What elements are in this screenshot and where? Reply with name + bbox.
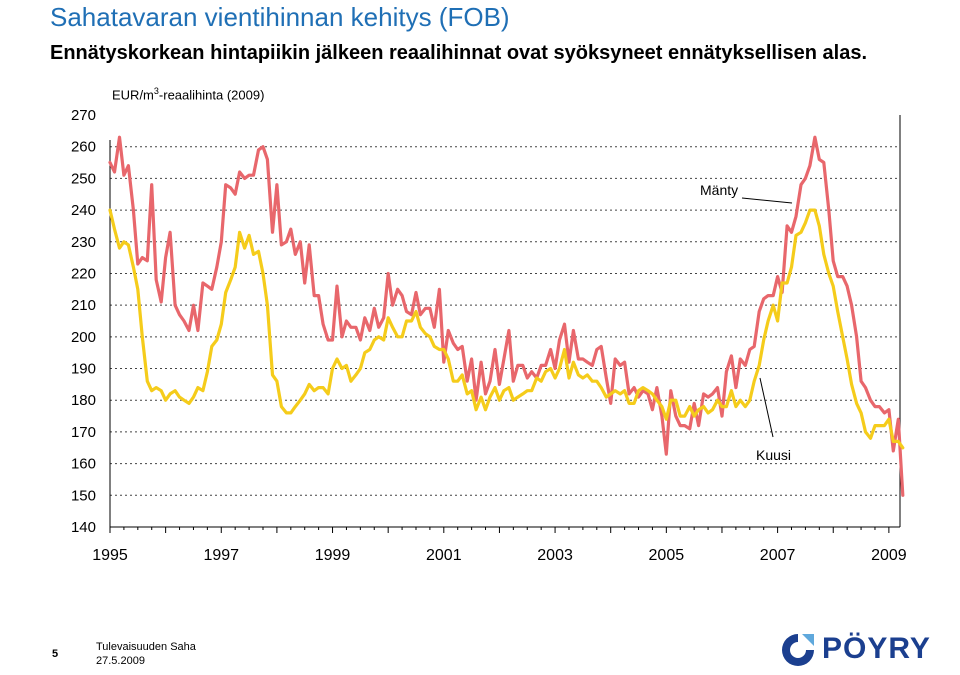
footer-line-1: Tulevaisuuden Saha [96,641,196,653]
y-tick-label: 190 [71,361,96,378]
x-tick-label: 2009 [871,547,907,564]
x-tick-label: 1995 [92,547,128,564]
series-layer [108,135,905,497]
grid-layer [110,146,900,496]
logo-mark-icon [782,634,814,666]
series-line-manty [108,135,905,497]
y-tick-label: 260 [71,139,96,156]
y-tick-label: 250 [71,170,96,187]
x-tick-label: 2007 [760,547,796,564]
x-tick-label: 2003 [537,547,573,564]
x-tick-label: 2005 [649,547,685,564]
y-tick-label: 180 [71,392,96,409]
logo-wordmark: PÖYRY [822,632,931,665]
footer-text: Tulevaisuuden Saha 27.5.2009 [96,640,196,668]
page-subtitle: Ennätyskorkean hintapiikin jälkeen reaal… [50,42,868,64]
footer-line-2: 27.5.2009 [96,655,145,667]
y-tick-label: 140 [71,519,96,536]
y-tick-label: 160 [71,456,96,473]
y-tick-label: 200 [71,329,96,346]
x-tick-label: 2001 [426,547,462,564]
y-tick-label: 230 [71,234,96,251]
x-tick-label: 1999 [315,547,351,564]
y-tick-label: 270 [71,107,96,124]
y-tick-label: 220 [71,265,96,282]
y-tick-label: 150 [71,487,96,504]
axes-layer: 140 150 160 170 180 190 200 210 220 230 240 250 260 2… [71,107,907,564]
y-tick-label: 170 [71,424,96,441]
page-title: Sahatavaran vientihinnan kehitys (FOB) [50,2,510,32]
unit-suffix: -reaalihinta (2009) [158,87,265,103]
series-line-kuusi [108,208,905,450]
unit-prefix: EUR/m [112,87,154,103]
x-tick-label: 1997 [203,547,239,564]
kuusi-label: Kuusi [756,447,791,463]
page-number: 5 [52,648,59,660]
y-tick-label: 240 [71,202,96,219]
manty-label: Mänty [700,182,738,198]
annotation-layer: Mänty Kuusi [700,182,793,463]
kuusi-leader-line [759,377,774,438]
manty-leader-line [741,197,793,204]
unit-superscript: 3 [153,86,159,96]
poyry-logo: PÖYRY [778,630,958,670]
y-axis-unit-label: EUR/m3-reaalihinta (2009) [112,86,264,102]
y-tick-label: 210 [71,297,96,314]
